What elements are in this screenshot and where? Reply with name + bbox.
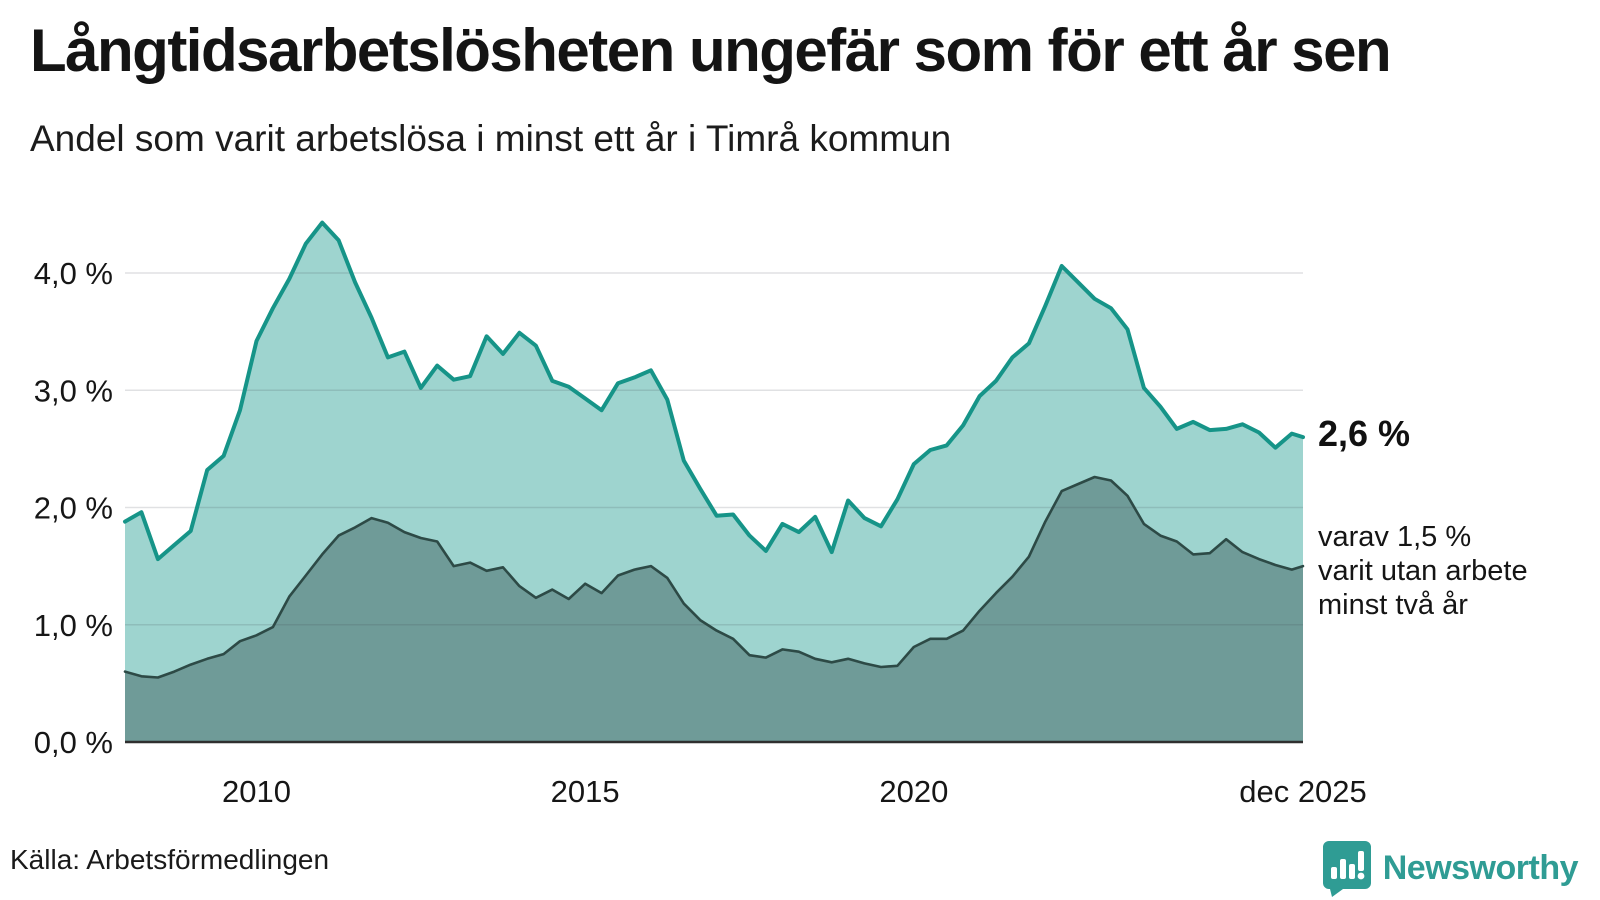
current-value-annotation: 2,6 % — [1318, 413, 1411, 455]
line-total-unemployed — [123, 220, 1305, 562]
x-axis-tick-label: 2015 — [551, 774, 620, 809]
y-axis-tick-label: 3,0 % — [34, 373, 113, 408]
x-axis-tick-label: 2020 — [879, 774, 948, 809]
y-axis-tick-label: 1,0 % — [34, 608, 113, 643]
source-attribution: Källa: Arbetsförmedlingen — [10, 844, 330, 875]
line-two-years-plus — [123, 475, 1305, 679]
x-axis-tick-label: dec 2025 — [1239, 774, 1367, 809]
breakdown-annotation: varav 1,5 % varit utan arbete minst två … — [1318, 520, 1528, 622]
breakdown-line-3: minst två år — [1318, 589, 1468, 622]
breakdown-line-2: varit utan arbete — [1318, 555, 1528, 588]
newsworthy-speech-bubble-chart-icon — [1322, 841, 1371, 897]
brand-name: Newsworthy — [1382, 848, 1579, 887]
y-axis-tick-label: 0,0 % — [34, 725, 113, 760]
chart-title: Långtidsarbetslösheten ungefär som för e… — [30, 17, 1392, 84]
breakdown-line-1: varav 1,5 % — [1318, 521, 1472, 554]
y-axis-tick-label: 4,0 % — [34, 256, 113, 291]
x-axis-tick-label: 2010 — [222, 774, 291, 809]
area-two-years-plus — [125, 477, 1303, 742]
brand-logo: Newsworthy — [1321, 840, 1579, 897]
chart-subtitle: Andel som varit arbetslösa i minst ett å… — [30, 118, 952, 159]
y-axis-tick-label: 2,0 % — [34, 491, 113, 526]
